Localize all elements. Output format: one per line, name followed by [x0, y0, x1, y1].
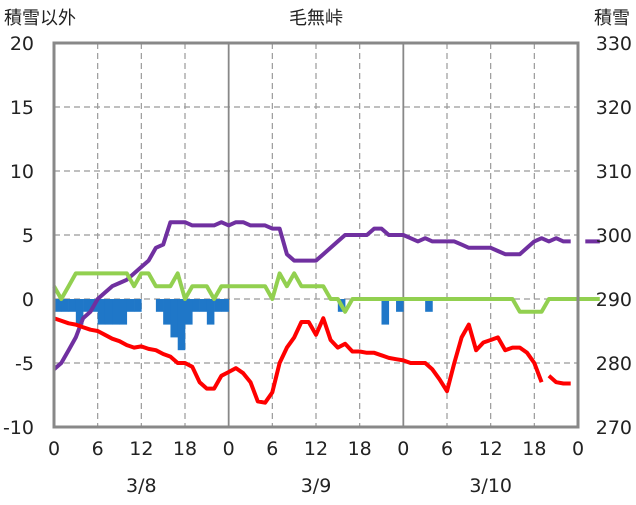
x-tick-label: 0	[223, 438, 235, 460]
precipitation-bar	[97, 299, 106, 325]
left-axis-label: 積雪以外	[4, 8, 76, 29]
precipitation-bar	[396, 299, 404, 312]
precipitation-bar	[425, 299, 433, 312]
precipitation-bar	[221, 299, 229, 312]
right-tick-label: 320	[596, 97, 632, 119]
x-tick-label: 0	[48, 438, 60, 460]
right-tick-label: 300	[596, 225, 632, 247]
left-tick-label: 20	[10, 33, 34, 55]
x-tick-label: 12	[479, 438, 503, 460]
precipitation-bar	[75, 299, 84, 325]
left-tick-label: 5	[22, 225, 34, 247]
precipitation-bar	[170, 299, 179, 338]
date-label: 3/10	[469, 475, 512, 497]
left-tick-label: -5	[15, 353, 34, 375]
grid-lines	[54, 43, 578, 427]
precipitation-bar	[126, 299, 135, 312]
precipitation-bar	[155, 299, 164, 312]
x-tick-label: 18	[522, 438, 546, 460]
precipitation-bar	[199, 299, 208, 312]
right-axis-label: 積雪	[594, 8, 630, 29]
precipitation-bar	[68, 299, 77, 312]
precipitation-bar	[163, 299, 171, 325]
series-lines	[52, 220, 600, 405]
date-label: 3/8	[126, 475, 157, 497]
precipitation-bar	[185, 299, 193, 325]
left-tick-label: 15	[10, 97, 34, 119]
x-tick-label: 18	[173, 438, 197, 460]
plot-frame	[52, 41, 580, 429]
precipitation-bar	[61, 299, 69, 312]
date-label: 3/9	[301, 475, 332, 497]
precipitation-bars	[54, 299, 433, 351]
x-tick-label: 6	[441, 438, 453, 460]
right-tick-label: 270	[596, 417, 632, 439]
x-tick-label: 6	[92, 438, 104, 460]
precipitation-bar	[134, 299, 142, 312]
x-tick-label: 12	[304, 438, 328, 460]
series-line	[52, 271, 600, 314]
precipitation-bar	[192, 299, 200, 312]
x-tick-label: 18	[348, 438, 372, 460]
right-tick-label: 330	[596, 33, 632, 55]
x-tick-label: 0	[397, 438, 409, 460]
right-tick-label: 280	[596, 353, 632, 375]
precipitation-bar	[83, 299, 91, 312]
left-tick-label: -10	[3, 417, 34, 439]
right-tick-label: 290	[596, 289, 632, 311]
precipitation-bar	[177, 299, 186, 351]
right-tick-label: 310	[596, 161, 632, 183]
chart-title: 毛無峠	[289, 8, 343, 29]
x-tick-label: 0	[572, 438, 584, 460]
precipitation-bar	[104, 299, 113, 325]
series-line	[547, 374, 571, 386]
left-tick-label: 10	[10, 161, 34, 183]
precipitation-bar	[206, 299, 215, 325]
left-tick-label: 0	[22, 289, 34, 311]
precipitation-bar	[381, 299, 390, 325]
precipitation-bar	[119, 299, 128, 325]
x-tick-label: 12	[129, 438, 153, 460]
precipitation-bar	[112, 299, 120, 325]
series-line	[53, 316, 544, 405]
series-line	[52, 220, 571, 371]
precipitation-bar	[54, 299, 62, 312]
x-tick-label: 6	[266, 438, 278, 460]
tick-labels: 20 330 15 320 10 310 5 300 0 290 -5 280 -10 270 0 6 12 18…	[3, 33, 632, 497]
precipitation-bar	[214, 299, 222, 312]
